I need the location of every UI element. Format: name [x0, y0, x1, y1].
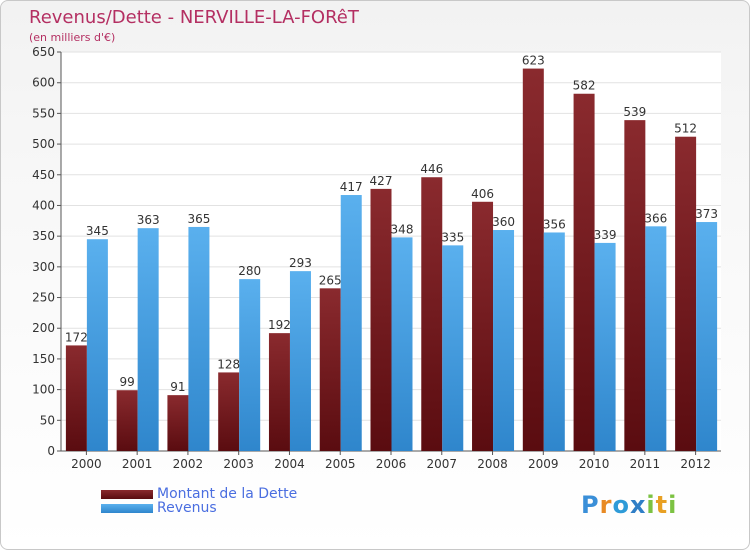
bar-revenus: [137, 228, 159, 451]
y-tick-label: 300: [32, 260, 55, 274]
y-tick-label: 400: [32, 198, 55, 212]
bar-layer: [65, 68, 718, 452]
x-tick-label: 2010: [579, 457, 610, 471]
bar-revenus: [86, 239, 108, 451]
data-label-revenus: 339: [594, 228, 617, 242]
bar-revenus: [645, 226, 667, 451]
bar-revenus: [391, 237, 413, 451]
x-tick-label: 2004: [274, 457, 305, 471]
x-tick-label: 2007: [426, 457, 457, 471]
data-label-revenus: 348: [391, 222, 414, 236]
data-label-dette: 128: [217, 357, 240, 371]
legend-swatch-dette: [101, 489, 153, 499]
data-label-dette: 172: [65, 330, 88, 344]
bar-dette: [218, 372, 240, 451]
data-label-dette: 91: [170, 380, 185, 394]
data-label-dette: 623: [522, 54, 545, 68]
legend-label-revenus: Revenus: [157, 500, 217, 516]
chart-title: Revenus/Dette - NERVILLE-LA-FORêT: [29, 7, 359, 28]
y-tick-label: 100: [32, 383, 55, 397]
bar-dette: [675, 136, 697, 452]
legend: Montant de la Dette Revenus: [101, 486, 298, 516]
bar-dette: [472, 201, 494, 451]
y-tick-label: 200: [32, 321, 55, 335]
bar-dette: [167, 395, 189, 451]
legend-label-dette: Montant de la Dette: [157, 486, 298, 502]
bar-dette: [65, 345, 87, 451]
y-tick-label: 500: [32, 137, 55, 151]
y-tick-label: 350: [32, 229, 55, 243]
bar-dette: [421, 177, 443, 451]
y-tick-label: 250: [32, 291, 55, 305]
label-layer: 172 345 99 363 91 365 128 280 192 293 265 417 427 348…: [65, 54, 718, 395]
data-label-dette: 265: [319, 273, 342, 287]
bar-dette: [116, 390, 138, 451]
data-label-dette: 192: [268, 318, 291, 332]
y-tick-label: 50: [40, 413, 55, 427]
data-label-revenus: 365: [187, 212, 210, 226]
data-label-dette: 512: [674, 122, 697, 136]
bar-dette: [370, 188, 392, 451]
y-tick-label: 150: [32, 352, 55, 366]
bar-revenus: [239, 279, 261, 451]
data-label-revenus: 360: [492, 215, 515, 229]
bar-dette: [319, 288, 341, 451]
bar-dette: [624, 120, 646, 451]
bar-revenus: [188, 226, 210, 451]
data-label-dette: 406: [471, 187, 494, 201]
data-label-revenus: 363: [137, 213, 160, 227]
x-tick-label: 2009: [528, 457, 559, 471]
x-tick-label: 2002: [173, 457, 204, 471]
bar-dette: [573, 93, 595, 451]
x-tick-label: 2005: [325, 457, 356, 471]
data-label-revenus: 335: [441, 230, 464, 244]
data-label-revenus: 356: [543, 217, 566, 231]
bar-dette: [268, 333, 290, 451]
data-label-revenus: 373: [695, 207, 718, 221]
bar-revenus: [340, 195, 362, 451]
y-tick-label: 550: [32, 106, 55, 120]
data-label-dette: 427: [370, 174, 393, 188]
data-label-revenus: 293: [289, 256, 312, 270]
y-tick-label: 600: [32, 76, 55, 90]
x-tick-label: 2012: [680, 457, 711, 471]
legend-item-revenus: Revenus: [101, 500, 297, 516]
bar-revenus: [289, 271, 311, 451]
data-label-revenus: 366: [644, 211, 667, 225]
data-label-dette: 582: [573, 79, 596, 93]
proxiti-logo: Proxiti: [581, 491, 678, 519]
chart-subtitle: (en milliers d'€): [29, 31, 116, 44]
axis-layer: 0 50 100 150 200 250 300 350 400 450 500 550 600 650 2…: [32, 45, 721, 471]
legend-item-dette: Montant de la Dette: [101, 486, 298, 502]
data-label-dette: 99: [120, 375, 135, 389]
x-tick-label: 2006: [376, 457, 407, 471]
x-tick-label: 2008: [477, 457, 508, 471]
bar-revenus: [442, 245, 464, 451]
x-tick-label: 2011: [630, 457, 661, 471]
bar-revenus: [696, 222, 718, 451]
data-label-revenus: 280: [238, 264, 261, 278]
bar-revenus: [543, 232, 565, 451]
x-tick-label: 2003: [223, 457, 254, 471]
bar-dette: [522, 68, 544, 451]
bar-revenus: [493, 230, 515, 451]
y-tick-label: 0: [47, 444, 55, 458]
data-label-revenus: 417: [340, 180, 363, 194]
y-tick-label: 650: [32, 45, 55, 59]
x-tick-label: 2000: [71, 457, 102, 471]
data-label-dette: 446: [420, 162, 443, 176]
data-label-dette: 539: [623, 105, 646, 119]
legend-swatch-revenus: [101, 503, 153, 513]
data-label-revenus: 345: [86, 224, 109, 238]
y-tick-label: 450: [32, 168, 55, 182]
x-tick-label: 2001: [122, 457, 153, 471]
bar-revenus: [594, 242, 616, 451]
